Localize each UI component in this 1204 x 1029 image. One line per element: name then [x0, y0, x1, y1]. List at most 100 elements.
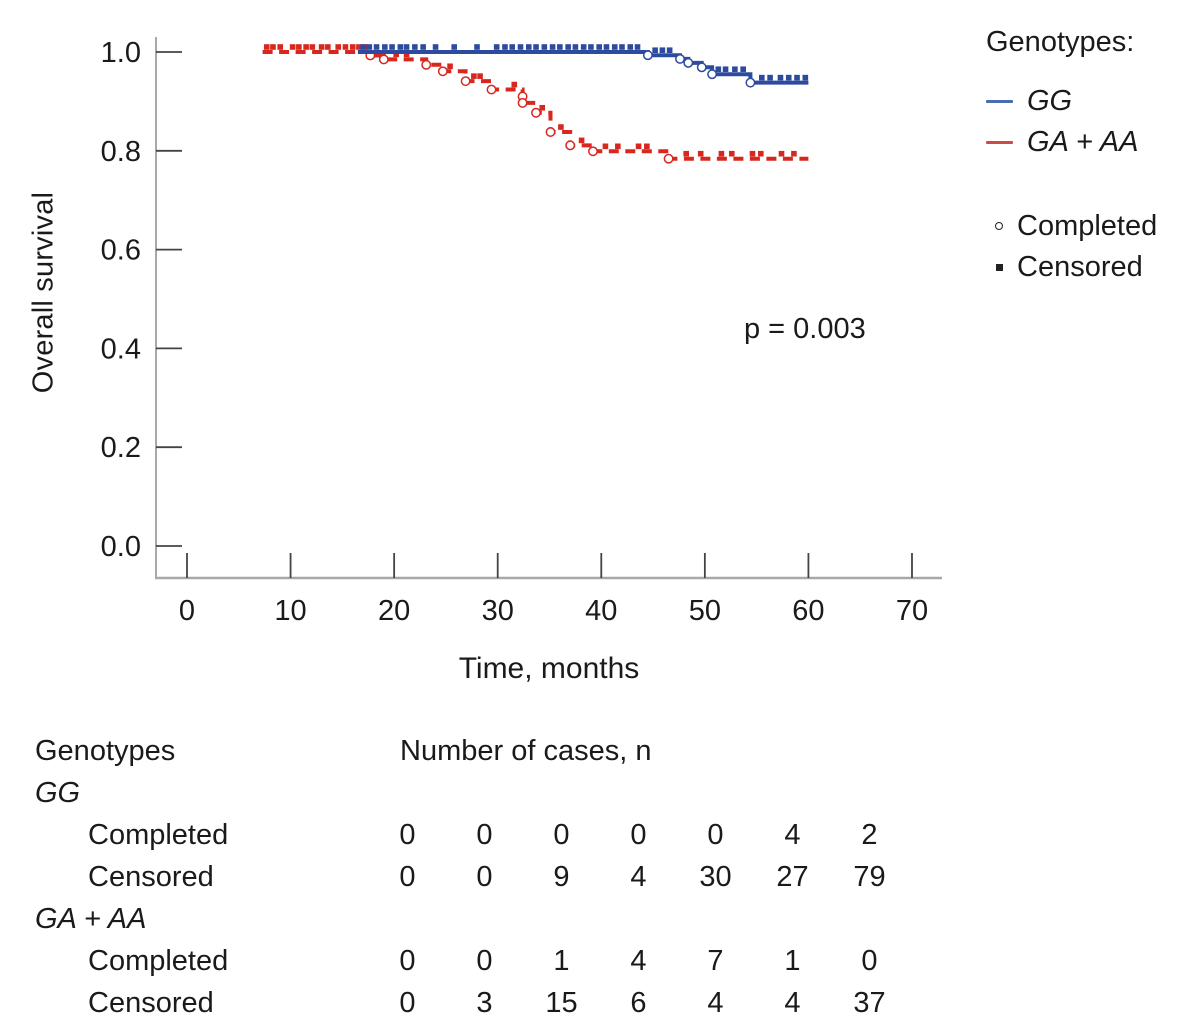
- censored-tick-marker: [303, 44, 309, 50]
- censored-tick-marker: [373, 44, 380, 50]
- censored-tick-marker: [342, 44, 349, 50]
- censored-tick-marker: [309, 44, 316, 50]
- censored-tick-marker: [778, 150, 785, 157]
- y-tick-label: 0.4: [101, 333, 141, 365]
- censored-tick-marker: [549, 44, 556, 50]
- legend-item-gaaa: GA + AA: [986, 125, 1138, 159]
- completed-event-marker: [683, 57, 694, 68]
- cell: 0: [553, 819, 570, 851]
- legend-title: Genotypes:: [986, 26, 1135, 58]
- censored-tick-marker: [603, 44, 610, 50]
- censored-tick-marker: [697, 150, 704, 157]
- censored-tick-marker: [740, 66, 746, 73]
- censored-tick-marker: [683, 150, 690, 157]
- completed-event-marker: [745, 77, 756, 88]
- censored-tick-marker: [722, 66, 729, 73]
- censored-tick-marker: [517, 44, 524, 50]
- censored-tick-marker: [403, 51, 410, 58]
- cell: 7: [707, 945, 724, 977]
- censored-tick-marker: [356, 44, 362, 50]
- gg-line-swatch-icon: [986, 99, 1013, 103]
- censored-tick-marker: [502, 44, 508, 50]
- x-axis-title: Time, months: [458, 652, 640, 685]
- cell: 9: [553, 861, 570, 893]
- table-row: Censored 0 0 9 4 30 27 79: [0, 861, 1204, 893]
- censored-tick-marker: [420, 44, 426, 50]
- legend-item-censored: Censored: [986, 250, 1143, 284]
- table-header-cases: Number of cases, n: [400, 735, 652, 767]
- censored-tick-marker: [588, 44, 594, 50]
- legend-item-completed: Completed: [986, 209, 1157, 243]
- censored-tick-marker: [578, 137, 585, 144]
- x-tick-label: 60: [792, 595, 824, 627]
- censored-tick-marker: [393, 51, 400, 58]
- x-tick-label: 40: [585, 595, 617, 627]
- censored-tick-marker: [615, 143, 621, 150]
- censored-tick-marker: [541, 44, 548, 50]
- censored-tick-marker: [366, 44, 373, 50]
- cell: 0: [399, 945, 416, 977]
- y-tick-label: 1.0: [101, 37, 141, 69]
- completed-event-marker: [696, 62, 707, 73]
- table-group-gaaa: GA + AA: [0, 903, 1204, 935]
- censored-tick-marker: [627, 44, 634, 50]
- censored-tick-marker: [389, 44, 395, 50]
- censored-tick-marker: [659, 47, 666, 54]
- cell: 4: [784, 819, 801, 851]
- censored-tick-marker: [596, 44, 603, 50]
- censored-tick-marker: [777, 74, 784, 81]
- censored-tick-marker: [749, 150, 756, 157]
- censored-tick-marker: [715, 66, 722, 73]
- censored-tick-marker: [718, 150, 725, 157]
- censored-tick-marker: [533, 44, 539, 50]
- censored-tick-marker: [644, 143, 650, 150]
- cell: 4: [707, 987, 724, 1019]
- completed-event-marker: [421, 59, 432, 70]
- x-tick-label: 50: [689, 595, 721, 627]
- censored-tick-marker: [557, 44, 563, 50]
- cell: 79: [853, 861, 886, 893]
- x-tick-label: 20: [378, 595, 410, 627]
- cell: 1: [553, 945, 570, 977]
- censored-tick-marker: [360, 44, 366, 50]
- row-values: 0 0 1 4 7 1 0: [369, 945, 908, 977]
- censored-tick-marker: [403, 44, 410, 50]
- completed-event-marker: [517, 97, 528, 108]
- cell: 0: [707, 819, 724, 851]
- x-tick-label: 70: [896, 595, 928, 627]
- cell: 4: [784, 987, 801, 1019]
- censored-tick-marker: [732, 66, 738, 73]
- censored-tick-marker: [558, 124, 564, 130]
- cell: 6: [630, 987, 647, 1019]
- y-tick-label: 0.2: [101, 432, 141, 464]
- censored-tick-marker: [474, 44, 480, 50]
- cell: 0: [861, 945, 878, 977]
- censored-tick-marker: [382, 44, 388, 50]
- completed-event-marker: [588, 146, 598, 157]
- censored-tick-marker: [602, 143, 609, 150]
- censored-tick-marker: [767, 74, 773, 81]
- group-label: GA + AA: [35, 903, 147, 935]
- censored-tick-marker: [447, 63, 453, 70]
- censored-tick-marker: [493, 44, 500, 50]
- y-tick-label: 0.6: [101, 235, 141, 267]
- censored-tick-marker: [412, 44, 418, 50]
- table-row: Completed 0 0 0 0 0 4 2: [0, 819, 1204, 851]
- completed-event-marker: [545, 127, 556, 137]
- completed-event-marker: [486, 84, 497, 95]
- cell: 2: [861, 819, 878, 851]
- cell: 0: [399, 819, 416, 851]
- censored-tick-marker: [432, 44, 439, 50]
- censored-tick-marker: [471, 73, 477, 79]
- y-tick-label: 0.8: [101, 136, 141, 168]
- censored-tick-marker: [263, 44, 270, 50]
- censored-tick-marker: [802, 74, 809, 81]
- censored-tick-marker: [635, 143, 642, 150]
- completed-event-marker: [531, 107, 541, 118]
- censored-tick-marker: [335, 44, 342, 50]
- y-axis-title: Overall survival: [27, 191, 60, 394]
- cell: 0: [399, 987, 416, 1019]
- legend-item-label: Completed: [1017, 209, 1158, 242]
- legend-item-label: Censored: [1017, 250, 1143, 283]
